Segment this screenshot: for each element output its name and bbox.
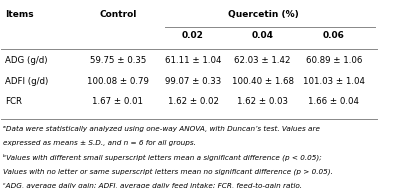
Text: ADFI (g/d): ADFI (g/d) <box>5 77 48 86</box>
Text: ᵃData were statistically analyzed using one-way ANOVA, with Duncan’s test. Value: ᵃData were statistically analyzed using … <box>3 125 320 132</box>
Text: 1.67 ± 0.01: 1.67 ± 0.01 <box>92 97 143 106</box>
Text: 0.06: 0.06 <box>323 31 345 40</box>
Text: 62.03 ± 1.42: 62.03 ± 1.42 <box>234 56 291 65</box>
Text: ᶜADG, average daily gain; ADFI, average daily feed intake; FCR, feed-to-gain rat: ᶜADG, average daily gain; ADFI, average … <box>3 182 302 188</box>
Text: Control: Control <box>99 10 136 19</box>
Text: 1.62 ± 0.03: 1.62 ± 0.03 <box>237 97 288 106</box>
Text: 59.75 ± 0.35: 59.75 ± 0.35 <box>90 56 146 65</box>
Text: 0.04: 0.04 <box>252 31 274 40</box>
Text: Quercetin (%): Quercetin (%) <box>228 10 299 19</box>
Text: ᵇValues with different small superscript letters mean a significant difference (: ᵇValues with different small superscript… <box>3 153 322 161</box>
Text: 101.03 ± 1.04: 101.03 ± 1.04 <box>303 77 365 86</box>
Text: 61.11 ± 1.04: 61.11 ± 1.04 <box>165 56 221 65</box>
Text: ADG (g/d): ADG (g/d) <box>5 56 48 65</box>
Text: 60.89 ± 1.06: 60.89 ± 1.06 <box>306 56 362 65</box>
Text: 1.62 ± 0.02: 1.62 ± 0.02 <box>168 97 218 106</box>
Text: 100.08 ± 0.79: 100.08 ± 0.79 <box>87 77 149 86</box>
Text: 0.02: 0.02 <box>182 31 204 40</box>
Text: FCR: FCR <box>5 97 22 106</box>
Text: expressed as means ± S.D., and n = 6 for all groups.: expressed as means ± S.D., and n = 6 for… <box>3 140 196 146</box>
Text: Values with no letter or same superscript letters mean no significant difference: Values with no letter or same superscrip… <box>3 168 333 174</box>
Text: 1.66 ± 0.04: 1.66 ± 0.04 <box>308 97 360 106</box>
Text: 100.40 ± 1.68: 100.40 ± 1.68 <box>232 77 294 86</box>
Text: 99.07 ± 0.33: 99.07 ± 0.33 <box>165 77 221 86</box>
Text: Items: Items <box>5 10 34 19</box>
